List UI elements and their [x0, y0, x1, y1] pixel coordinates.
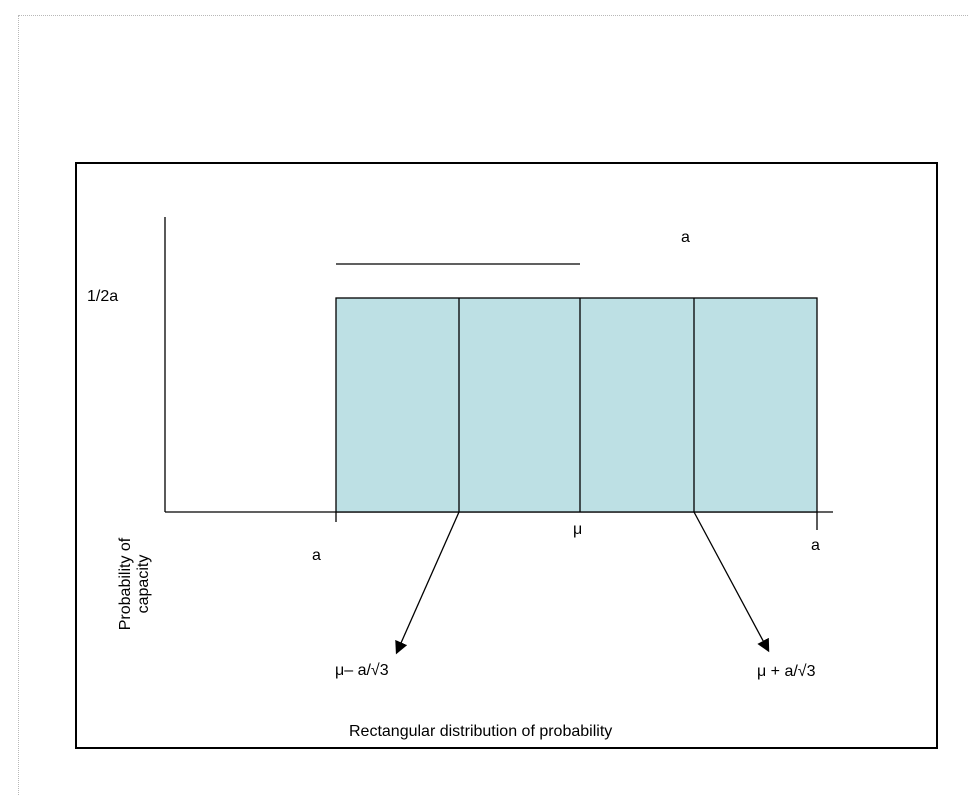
lower-arrow — [395, 511, 460, 655]
figure-box: 1/2a a Probability of capacity a μ a μ– … — [75, 162, 938, 749]
top-width-label: a — [681, 229, 690, 246]
y-axis-label: Probability of capacity — [117, 538, 152, 631]
lower-arrow-label: μ– a/√3 — [335, 662, 389, 679]
upper-arrow-label: μ + a/√3 — [757, 663, 816, 680]
y-axis-label-line1: Probability of — [117, 537, 134, 631]
diagram-caption: Rectangular distribution of probability — [349, 723, 613, 740]
left-bound-label: a — [312, 547, 321, 564]
center-label: μ — [573, 521, 583, 538]
diagram-canvas — [164, 217, 833, 655]
upper-arrow — [693, 511, 770, 653]
y-axis-label-line2: capacity — [134, 554, 152, 614]
right-bound-label: a — [811, 537, 820, 554]
height-label: 1/2a — [87, 288, 119, 305]
probability-rectangle — [335, 297, 818, 513]
page-frame — [18, 15, 969, 795]
